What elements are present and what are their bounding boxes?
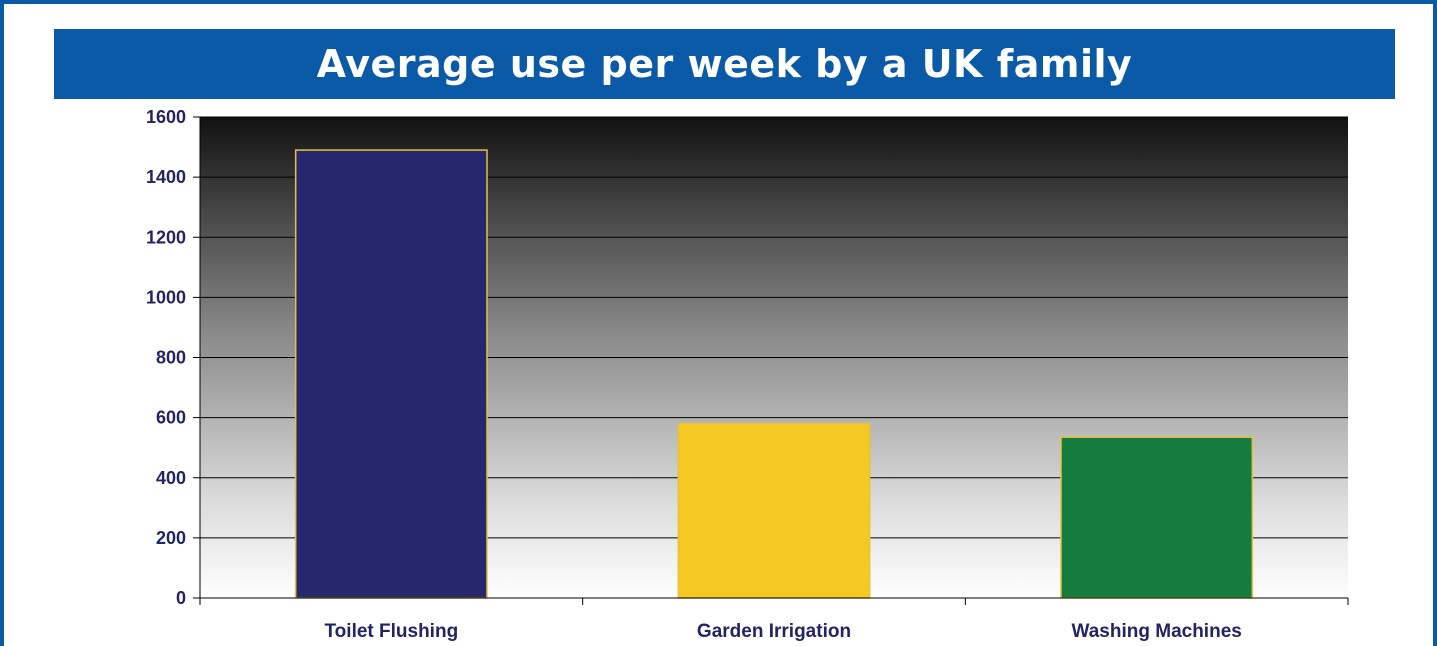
axes [193,116,1349,605]
category-label: Toilet Flushing [324,621,458,642]
y-tick-label: 600 [156,408,186,428]
bars [294,149,1254,599]
bar-washing-machines [1060,436,1254,599]
category-label: Washing Machines [1072,621,1242,642]
title-banner: Average use per week by a UK family [54,29,1395,99]
x-axis-category-labels: Toilet Flushing Garden Irrigation Washing … [324,621,1241,642]
y-axis-tick-labels: 0 200 400 600 800 1000 1200 1400 1600 [146,107,186,608]
y-tick-label: 400 [156,468,186,488]
y-tick-label: 1000 [146,287,186,307]
y-tick-label: 1400 [146,167,186,187]
y-tick-label: 200 [156,528,186,548]
bar-garden-irrigation [677,422,871,599]
y-tick-label: 1600 [146,107,186,127]
y-tick-label: 0 [176,588,186,608]
category-label: Garden Irrigation [697,621,851,642]
y-tick-label: 1200 [146,227,186,247]
bar-toilet-flushing [294,149,488,599]
chart-title: Average use per week by a UK family [316,42,1133,86]
y-tick-label: 800 [156,348,186,368]
